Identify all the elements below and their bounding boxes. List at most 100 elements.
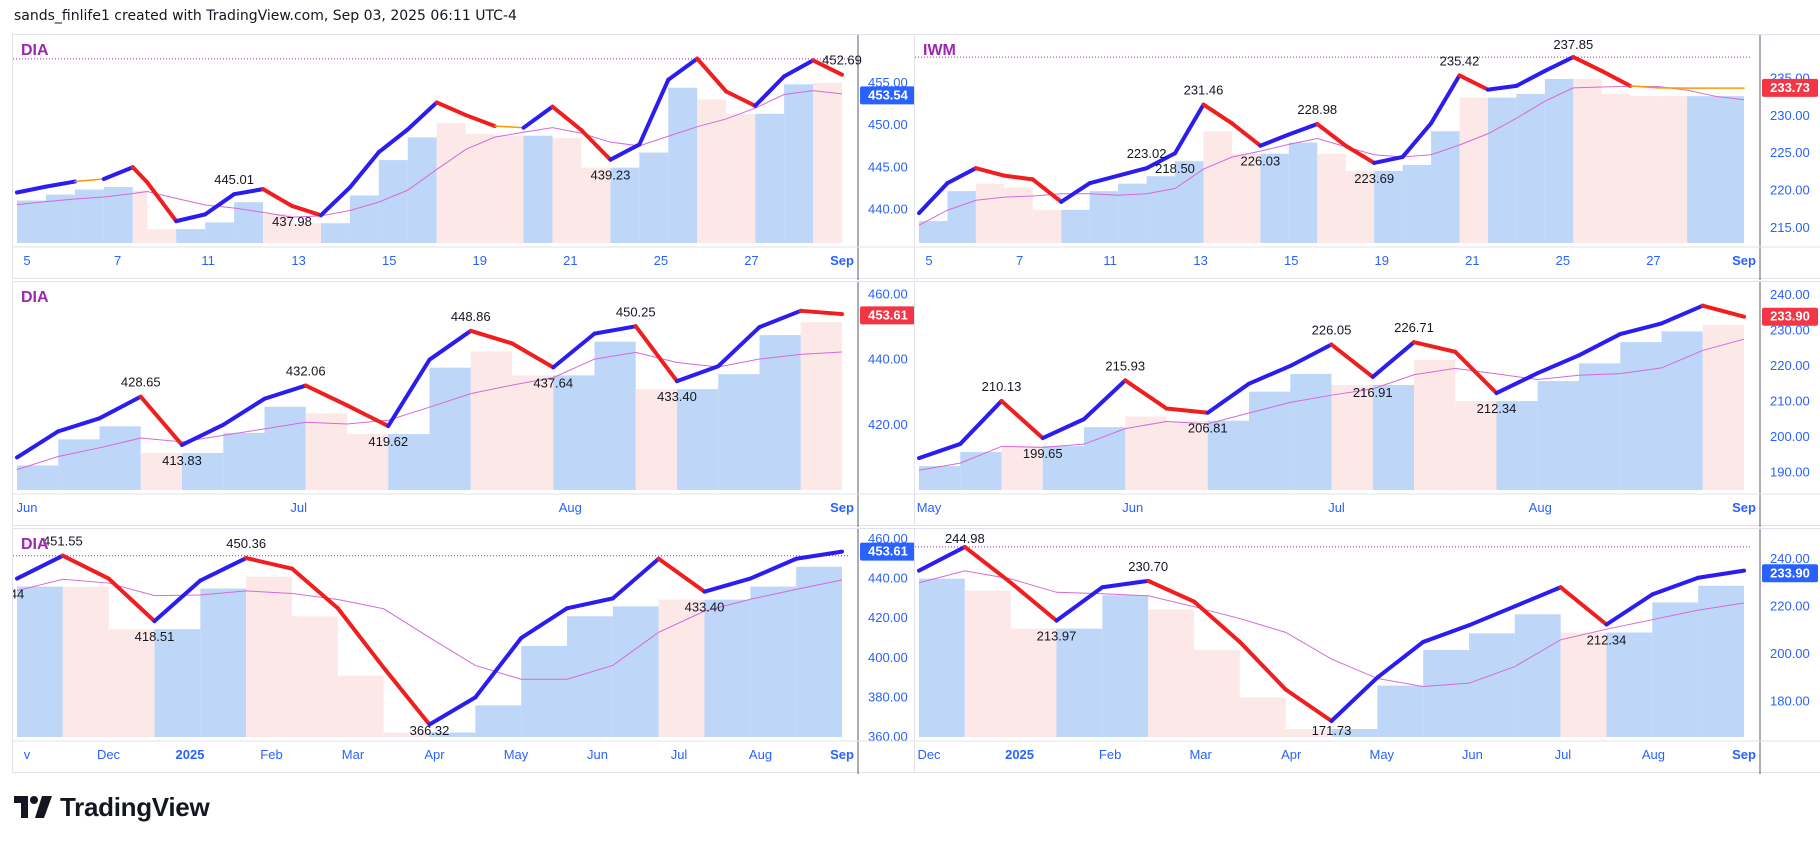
y-tick-label: 200.00 — [1770, 646, 1810, 661]
last-price-label: 453.61 — [868, 307, 908, 322]
area-band — [1194, 649, 1240, 737]
area-band — [1687, 96, 1716, 243]
price-segment — [1315, 122, 1348, 148]
y-tick-label: 230.00 — [1770, 108, 1810, 123]
area-band — [1166, 420, 1208, 490]
value-label: 432.06 — [286, 364, 326, 379]
price-segment — [1571, 55, 1604, 73]
area-band — [1496, 401, 1538, 490]
price-segment — [592, 324, 638, 336]
y-tick-label: 180.00 — [1770, 693, 1810, 708]
area-band — [1630, 95, 1659, 243]
price-segment — [1123, 378, 1169, 411]
y-tick-label: 210.00 — [1770, 393, 1810, 408]
chart-panel-iwm-long[interactable]: 244.98 213.97 230.70 171.73 212.34 180.00 200.… — [914, 528, 1820, 774]
area-band — [200, 588, 247, 737]
x-tick-label: Dec — [917, 747, 941, 762]
area-band — [1652, 602, 1699, 737]
price-segment — [1542, 55, 1576, 73]
price-segment — [434, 100, 468, 118]
x-tick-label: Sep — [1732, 747, 1756, 762]
price-segment — [1100, 578, 1151, 590]
x-tick-label: 19 — [1375, 253, 1389, 268]
value-label: 433.40 — [657, 389, 697, 404]
symbol-label: DIA — [21, 42, 49, 59]
x-tick-label: 21 — [563, 253, 577, 268]
x-tick-label: 11 — [201, 253, 215, 268]
area-band — [1544, 78, 1574, 243]
chart-svg-iwm-medium: 210.13 199.65 215.93 206.81 226.05 216.91 226.… — [915, 282, 1820, 527]
area-band — [1175, 161, 1204, 243]
area-band — [677, 389, 719, 490]
y-tick-label: 380.00 — [868, 689, 908, 704]
chart-panel-iwm-daily[interactable]: 223.02 218.50 231.46 226.03 228.98 223.69 235.… — [914, 34, 1820, 280]
area-band — [512, 375, 554, 490]
price-segment — [1247, 363, 1293, 386]
price-segment — [1604, 592, 1655, 627]
price-segment — [232, 187, 266, 197]
area-band — [378, 160, 408, 243]
chart-panel-dia-medium[interactable]: 428.65 413.83 432.06 419.62 448.86 437.64 450.… — [12, 281, 920, 527]
price-segment — [427, 328, 473, 362]
price-segment — [1329, 342, 1375, 379]
value-label: 210.13 — [982, 379, 1022, 394]
price-segment — [1329, 675, 1380, 724]
price-segment — [1116, 166, 1149, 178]
value-label: 428.65 — [121, 375, 161, 390]
value-label: 215.93 — [1105, 358, 1145, 373]
y-tick-label: 460.00 — [868, 287, 908, 302]
x-tick-label: v — [24, 747, 31, 762]
price-segment — [1618, 321, 1664, 337]
price-segment — [1229, 121, 1263, 148]
area-band — [553, 375, 595, 490]
area-band — [1414, 359, 1456, 490]
chart-panel-dia-daily[interactable]: 445.01 437.98 439.23 452.69 452.15445.88457.… — [12, 34, 920, 280]
value-label: 433.40 — [685, 600, 725, 615]
x-tick-label: Feb — [260, 747, 282, 762]
price-segment — [945, 166, 978, 186]
price-segment — [1054, 585, 1105, 623]
price-segment — [198, 556, 249, 583]
x-tick-label: May — [504, 747, 529, 762]
chart-panel-iwm-medium[interactable]: 210.13 199.65 215.93 206.81 226.05 216.91 226.… — [914, 281, 1820, 527]
price-segment — [1629, 85, 1660, 89]
chart-panel-dia-long[interactable]: 44 451.55 418.51 450.36 366.32 433.40 360.00 38… — [12, 528, 920, 774]
price-segment — [56, 416, 102, 434]
price-segment — [1421, 623, 1471, 644]
area-band — [784, 84, 814, 243]
area-band — [1084, 427, 1126, 490]
price-segment — [917, 544, 967, 573]
tradingview-logo[interactable]: TradingView — [14, 792, 210, 822]
y-tick-label: 455.00 — [868, 75, 908, 90]
value-label: 452.15 — [13, 35, 33, 38]
area-band — [1702, 324, 1744, 490]
area-band — [182, 452, 224, 490]
symbol-label: DIA — [21, 536, 49, 553]
area-band — [436, 123, 466, 243]
price-segment — [656, 556, 707, 594]
value-label: 223.69 — [1354, 171, 1394, 186]
price-segment — [145, 180, 179, 224]
price-segment — [1512, 585, 1563, 609]
price-segment — [1205, 381, 1251, 415]
area-band — [1148, 609, 1194, 737]
area-band — [99, 426, 141, 490]
area-band — [17, 586, 63, 737]
moving-average-line — [16, 578, 843, 680]
price-segment — [794, 549, 844, 561]
area-band — [154, 629, 201, 737]
y-tick-label: 220.00 — [1770, 598, 1810, 613]
y-tick-label: 400.00 — [868, 650, 908, 665]
area-band — [1042, 446, 1084, 490]
area-band — [1001, 446, 1043, 490]
price-segment — [468, 328, 514, 346]
last-price-badge — [860, 306, 916, 325]
price-segment — [463, 113, 497, 129]
area-band — [612, 606, 659, 737]
price-segment — [1457, 73, 1490, 92]
price-segment — [962, 544, 1013, 585]
x-tick-label: 27 — [744, 253, 758, 268]
x-tick-label: Sep — [830, 253, 854, 268]
area-band — [552, 138, 582, 243]
chart-svg-dia-long: 44 451.55 418.51 450.36 366.32 433.40 360.00 38… — [13, 529, 920, 774]
